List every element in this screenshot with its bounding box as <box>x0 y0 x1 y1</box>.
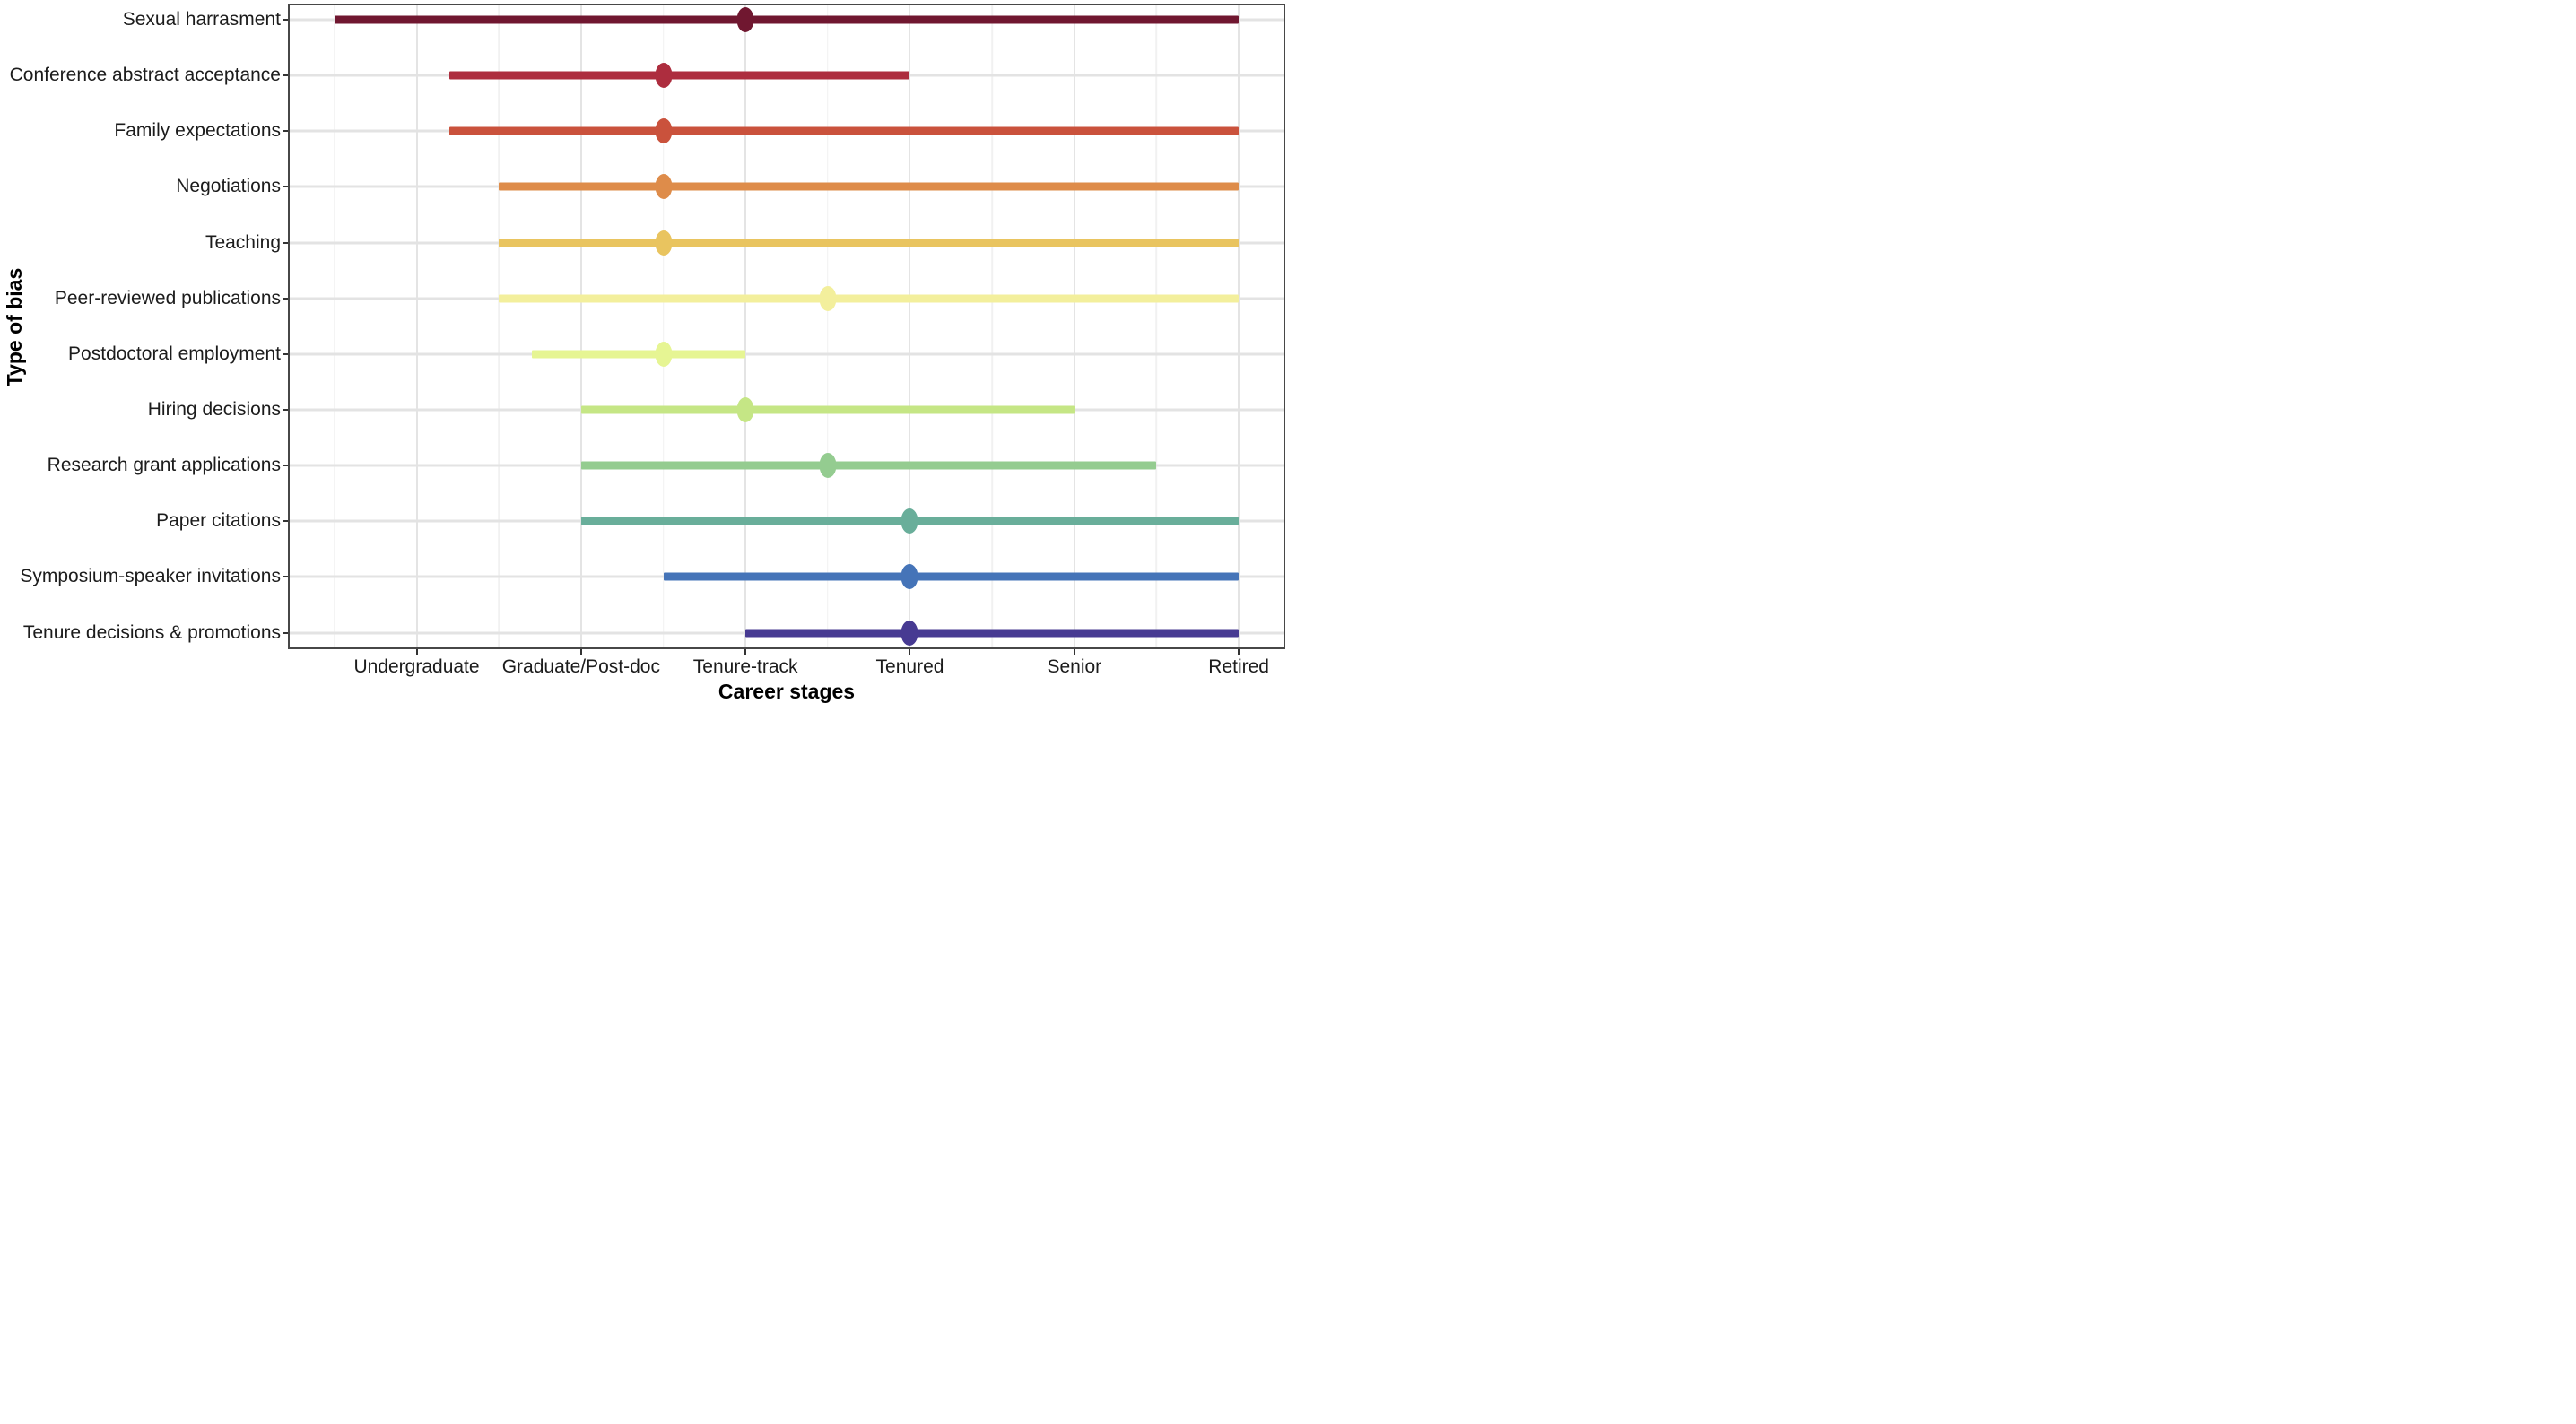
y-category-label: Paper citations <box>156 510 281 532</box>
vertical-gridline-major <box>744 5 747 647</box>
bias-range-line <box>580 461 1157 470</box>
y-axis-tick <box>283 465 288 467</box>
y-axis-tick <box>283 74 288 77</box>
y-axis-tick <box>283 297 288 300</box>
vertical-gridline-major <box>415 5 418 647</box>
y-axis-tick <box>283 520 288 523</box>
bias-range-line <box>449 126 1240 135</box>
bias-peak-dot <box>655 63 672 89</box>
y-category-label: Symposium-speaker invitations <box>20 566 281 587</box>
bias-peak-dot <box>655 118 672 144</box>
bias-peak-dot <box>736 397 754 422</box>
bias-peak-dot <box>901 564 918 590</box>
vertical-gridline-minor <box>498 5 500 647</box>
x-category-label: Tenure-track <box>692 656 798 677</box>
bias-range-line <box>580 405 1075 414</box>
x-category-label: Retired <box>1208 656 1269 677</box>
plot-panel: Sexual harrasment Conference abstract acc… <box>10 4 1285 677</box>
y-category-label: Conference abstract acceptance <box>9 65 281 86</box>
vertical-gridline-major <box>909 5 911 647</box>
x-category-label: Undergraduate <box>353 656 480 677</box>
y-axis-tick <box>283 409 288 411</box>
figure: Type of bias Sexual harrasment Conference… <box>0 0 1288 712</box>
bias-peak-dot <box>655 174 672 200</box>
y-category-label: Research grant applications <box>47 455 281 476</box>
bias-range-line <box>531 350 746 359</box>
bias-peak-dot <box>901 620 918 646</box>
y-category-label: Sexual harrasment <box>122 8 281 30</box>
bias-peak-dot <box>819 285 837 311</box>
y-category-label: Family expectations <box>114 120 281 142</box>
y-axis-tick <box>283 130 288 133</box>
x-axis-tick <box>744 649 747 655</box>
y-axis-tick <box>283 186 288 188</box>
x-axis-tick <box>909 649 911 655</box>
bias-peak-dot <box>655 341 672 367</box>
vertical-gridline-major <box>1073 5 1075 647</box>
x-axis-tick <box>1073 649 1075 655</box>
vertical-gridline-minor <box>991 5 993 647</box>
y-axis-title: Type of bias <box>3 267 26 387</box>
x-axis-tick <box>415 649 418 655</box>
bias-range-line <box>663 572 1240 581</box>
x-axis-tick <box>1238 649 1240 655</box>
x-axis-tick <box>579 649 582 655</box>
y-axis-tick <box>283 352 288 355</box>
y-axis-tick <box>283 576 288 578</box>
y-category-label: Negotiations <box>176 176 281 197</box>
bias-peak-dot <box>736 6 754 32</box>
vertical-gridline-minor <box>827 5 829 647</box>
y-category-label: Teaching <box>205 231 281 253</box>
x-category-label: Graduate/Post-doc <box>501 656 660 677</box>
bias-range-line <box>449 71 910 80</box>
bias-range-line <box>499 182 1240 191</box>
bias-range-line <box>334 15 1240 24</box>
x-axis-title: Career stages <box>718 680 856 703</box>
bias-range-line <box>745 629 1240 638</box>
y-category-label: Tenure decisions & promotions <box>22 621 281 643</box>
y-axis-tick <box>283 18 288 21</box>
x-category-label: Tenured <box>875 656 944 677</box>
vertical-gridline-major <box>579 5 582 647</box>
bias-range-line <box>499 239 1240 247</box>
y-category-label: Peer-reviewed publications <box>54 287 281 308</box>
bias-range-line <box>499 294 1240 303</box>
y-axis-tick <box>283 241 288 244</box>
vertical-gridline-major <box>1238 5 1240 647</box>
bias-peak-dot <box>901 508 918 534</box>
x-category-label: Senior <box>1047 656 1102 677</box>
bias-peak-dot <box>819 453 837 479</box>
y-category-label: Hiring decisions <box>147 399 281 420</box>
vertical-gridline-minor <box>334 5 335 647</box>
y-category-label: Postdoctoral employment <box>68 343 281 364</box>
y-axis-tick <box>283 631 288 634</box>
vertical-gridline-minor <box>1155 5 1158 647</box>
vertical-gridline-minor <box>662 5 665 647</box>
bias-peak-dot <box>655 230 672 256</box>
horizontal-gridline <box>290 352 1284 356</box>
